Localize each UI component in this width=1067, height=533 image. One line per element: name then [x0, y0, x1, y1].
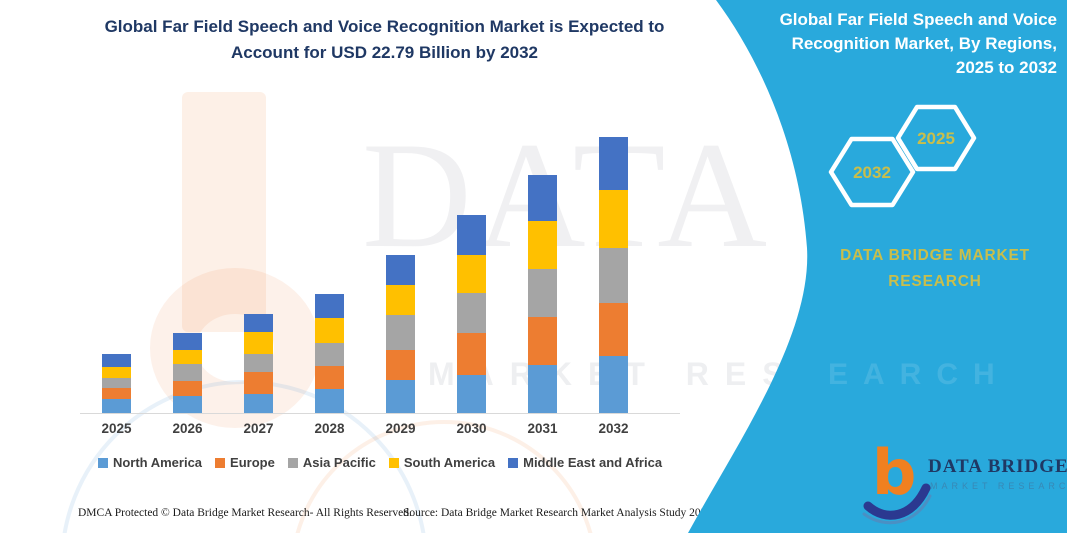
- x-tick-2028: 2028: [314, 421, 345, 436]
- legend-item-asia-pacific: Asia Pacific: [287, 455, 376, 470]
- bar-segment-2028-south-america: [315, 318, 344, 343]
- bar-segment-2032-asia-pacific: [599, 248, 628, 303]
- bar-segment-2028-europe: [315, 366, 344, 389]
- legend-item-middle-east-and-africa: Middle East and Africa: [508, 455, 662, 470]
- legend-marker-icon: [388, 457, 399, 468]
- legend-label: Asia Pacific: [302, 455, 376, 470]
- legend-label: South America: [403, 455, 496, 470]
- bar-2029: [386, 255, 415, 413]
- chart-title: Global Far Field Speech and Voice Recogn…: [104, 17, 665, 62]
- bar-2031: [528, 175, 557, 413]
- logo-subtitle: MARKET RESEARCH: [930, 481, 1067, 491]
- bar-2027: [244, 314, 273, 413]
- legend-item-south-america: South America: [388, 455, 496, 470]
- company-logo: b DATA BRIDGE MARKET RESEARCH: [862, 436, 1067, 525]
- bar-segment-2030-middle-east-and-africa: [457, 215, 486, 255]
- panel-title: Global Far Field Speech and Voice Recogn…: [779, 10, 1057, 77]
- bar-segment-2029-north-america: [386, 380, 415, 413]
- legend-marker-icon: [287, 457, 298, 468]
- bar-segment-2025-asia-pacific: [102, 378, 131, 388]
- x-tick-2027: 2027: [243, 421, 274, 436]
- bar-segment-2026-middle-east-and-africa: [173, 333, 202, 350]
- bar-segment-2030-asia-pacific: [457, 293, 486, 333]
- chart-plot: 2025 2026 2027 2028 2029 2030 2031 2032: [80, 120, 680, 436]
- bar-segment-2032-middle-east-and-africa: [599, 137, 628, 190]
- legend-label: Europe: [230, 455, 275, 470]
- bar-segment-2030-south-america: [457, 255, 486, 293]
- bar-segment-2031-asia-pacific: [528, 269, 557, 317]
- x-tick-2032: 2032: [598, 421, 629, 436]
- bar-segment-2028-asia-pacific: [315, 343, 344, 366]
- bar-segment-2031-north-america: [528, 365, 557, 413]
- bar-segment-2032-south-america: [599, 190, 628, 248]
- bar-segment-2027-asia-pacific: [244, 354, 273, 372]
- hexagon-2025: [895, 104, 977, 172]
- bar-segment-2031-middle-east-and-africa: [528, 175, 557, 221]
- bar-segment-2026-north-america: [173, 396, 202, 413]
- bar-segment-2030-europe: [457, 333, 486, 375]
- bar-segment-2027-middle-east-and-africa: [244, 314, 273, 332]
- bar-2026: [173, 333, 202, 413]
- bar-segment-2027-europe: [244, 372, 273, 394]
- hexagon-year-2025: 2025: [917, 129, 955, 148]
- bar-segment-2026-europe: [173, 381, 202, 396]
- bar-segment-2028-north-america: [315, 389, 344, 413]
- footer-dmca-text: DMCA Protected © Data Bridge Market Rese…: [78, 507, 412, 519]
- hexagon-year-2032: 2032: [853, 163, 891, 182]
- x-tick-2029: 2029: [385, 421, 416, 436]
- x-tick-2025: 2025: [101, 421, 132, 436]
- bar-segment-2028-middle-east-and-africa: [315, 294, 344, 318]
- bar-segment-2025-north-america: [102, 399, 131, 413]
- bar-segment-2032-europe: [599, 303, 628, 356]
- hexagon-2032: [828, 136, 916, 208]
- legend-marker-icon: [97, 457, 108, 468]
- bar-segment-2027-north-america: [244, 394, 273, 413]
- bar-segment-2029-asia-pacific: [386, 315, 415, 350]
- legend-label: Middle East and Africa: [523, 455, 663, 470]
- bar-segment-2026-south-america: [173, 350, 202, 364]
- bar-segment-2029-south-america: [386, 285, 415, 315]
- legend-item-north-america: North America: [97, 455, 203, 470]
- legend-item-europe: Europe: [215, 455, 275, 470]
- bar-segment-2026-asia-pacific: [173, 364, 202, 381]
- legend-marker-icon: [508, 457, 519, 468]
- panel-brand-line1: DATA BRIDGE MARKET: [840, 247, 1030, 264]
- bar-segment-2025-south-america: [102, 367, 131, 378]
- legend: North America Europe Asia Pacific South Ame…: [75, 455, 685, 470]
- legend-label: North America: [112, 455, 203, 470]
- bar-segment-2027-south-america: [244, 332, 273, 354]
- legend-marker-icon: [215, 457, 226, 468]
- x-tick-2026: 2026: [172, 421, 203, 436]
- x-tick-2030: 2030: [456, 421, 487, 436]
- bar-2028: [315, 294, 344, 413]
- footer-source-text: Source: Data Bridge Market Research Mark…: [403, 507, 713, 519]
- panel-brand-line2: RESEARCH: [888, 273, 982, 290]
- bar-segment-2025-middle-east-and-africa: [102, 354, 131, 367]
- bar-segment-2031-south-america: [528, 221, 557, 269]
- hexagons-graphic: [828, 104, 977, 208]
- logo-b-icon: b: [872, 436, 917, 509]
- logo-name: DATA BRIDGE: [928, 456, 1067, 477]
- bar-segment-2029-europe: [386, 350, 415, 380]
- panel-brand-name: DATA BRIDGE MARKET RESEARCH: [805, 243, 1065, 295]
- bar-segment-2029-middle-east-and-africa: [386, 255, 415, 285]
- x-tick-2031: 2031: [527, 421, 558, 436]
- logo-swoosh-icon: [862, 483, 932, 525]
- bar-2030: [457, 215, 486, 413]
- bar-2025: [102, 354, 131, 413]
- bar-segment-2030-north-america: [457, 375, 486, 413]
- bar-segment-2025-europe: [102, 388, 131, 399]
- bar-2032: [599, 137, 628, 413]
- bar-segment-2032-north-america: [599, 356, 628, 413]
- bar-segment-2031-europe: [528, 317, 557, 365]
